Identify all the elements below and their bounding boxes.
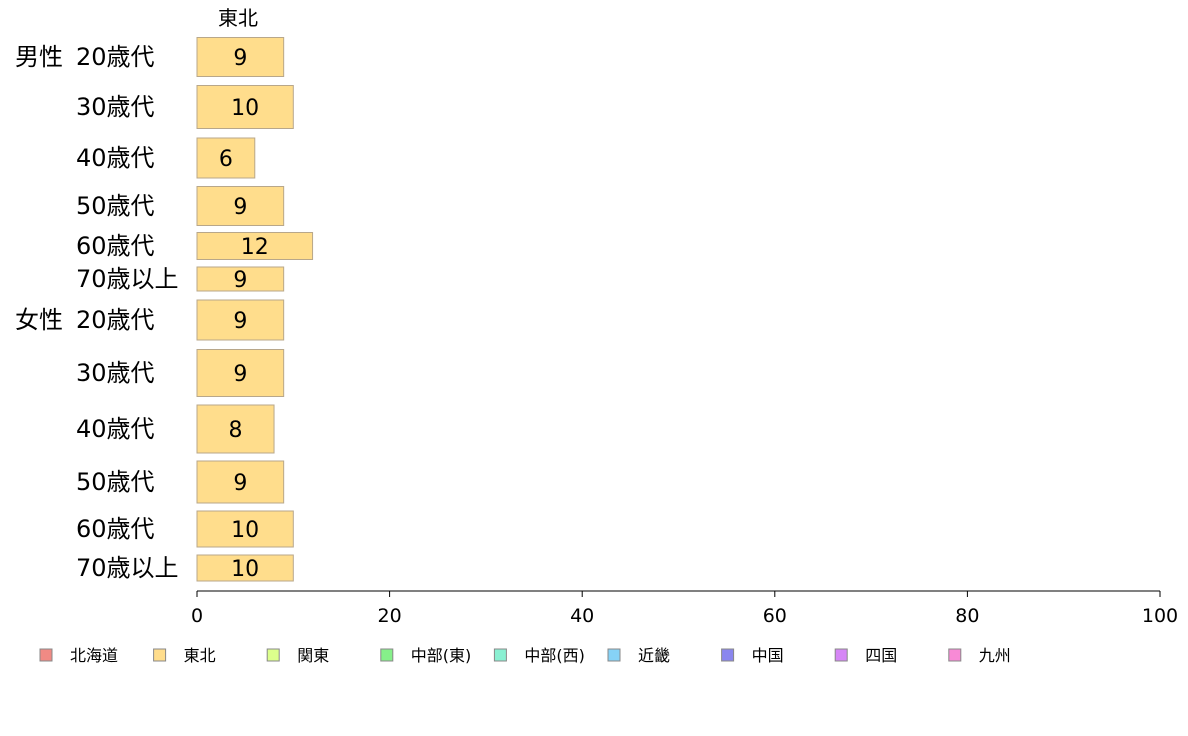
bar-value-label: 9 xyxy=(233,46,247,71)
bar xyxy=(196,37,285,77)
bar xyxy=(196,404,275,454)
bar-value-label: 9 xyxy=(233,268,247,293)
bar xyxy=(196,510,294,548)
bar-value-label: 9 xyxy=(233,362,247,387)
row-label: 50歳代 xyxy=(76,192,155,220)
column-header: 東北 xyxy=(218,6,258,30)
bar-value-label: 10 xyxy=(231,557,259,582)
legend-swatch xyxy=(834,648,848,662)
bar xyxy=(196,266,285,292)
legend-swatch xyxy=(948,648,962,662)
bar xyxy=(196,460,285,504)
row-label: 40歳代 xyxy=(76,144,155,172)
bar-value-label: 9 xyxy=(233,309,247,334)
bar xyxy=(196,299,285,341)
legend-swatch xyxy=(607,648,621,662)
bar-value-label: 12 xyxy=(241,235,269,260)
bar-value-label: 10 xyxy=(231,518,259,543)
group-label: 男性 xyxy=(15,43,63,71)
row-label: 20歳代 xyxy=(76,43,155,71)
bar-rows: 920歳代男性1030歳代640歳代950歳代1260歳代970歳以上920歳代… xyxy=(15,37,314,582)
row-label: 30歳代 xyxy=(76,359,155,387)
x-tick-label: 80 xyxy=(955,605,979,627)
legend-label: 四国 xyxy=(865,646,897,665)
group-label: 女性 xyxy=(15,306,63,334)
bar xyxy=(196,349,285,397)
x-tick-label: 20 xyxy=(378,605,402,627)
bar xyxy=(196,232,314,260)
x-tick-label: 0 xyxy=(191,605,203,627)
bar xyxy=(196,137,256,179)
legend-swatch xyxy=(493,648,507,662)
bar-value-label: 8 xyxy=(229,418,243,443)
legend-label: 中国 xyxy=(752,646,784,665)
row-label: 20歳代 xyxy=(76,306,155,334)
legend-label: 中部(西) xyxy=(524,646,585,665)
legend-swatch xyxy=(39,648,53,662)
legend-label: 中部(東) xyxy=(411,646,472,665)
bar xyxy=(196,186,285,226)
legend-label: 九州 xyxy=(979,646,1011,665)
x-tick-label: 40 xyxy=(570,605,594,627)
x-tick-label: 60 xyxy=(763,605,787,627)
legend-swatch xyxy=(266,648,280,662)
row-label: 40歳代 xyxy=(76,415,155,443)
legend-swatch xyxy=(153,648,167,662)
bar xyxy=(196,554,294,582)
legend: 北海道 東北 関東 中部(東) 中部(西) 近畿 中国 四国 九州 xyxy=(39,646,1011,665)
bar-value-label: 10 xyxy=(231,96,259,121)
bar xyxy=(196,85,294,129)
x-tick-label: 100 xyxy=(1142,605,1178,627)
legend-label: 東北 xyxy=(184,646,216,665)
row-label: 60歳代 xyxy=(76,232,155,260)
legend-label: 近畿 xyxy=(638,646,670,665)
row-label: 30歳代 xyxy=(76,93,155,121)
legend-label: 関東 xyxy=(297,646,329,665)
bar-value-label: 6 xyxy=(219,147,233,172)
legend-label: 北海道 xyxy=(70,646,118,665)
x-axis: 0 20 40 60 80 100 xyxy=(191,590,1178,627)
bar-value-label: 9 xyxy=(233,195,247,220)
row-label: 70歳以上 xyxy=(76,554,179,582)
row-label: 60歳代 xyxy=(76,515,155,543)
row-label: 50歳代 xyxy=(76,468,155,496)
row-label: 70歳以上 xyxy=(76,265,179,293)
legend-swatch xyxy=(721,648,735,662)
bar-value-label: 9 xyxy=(233,471,247,496)
legend-swatch xyxy=(380,648,394,662)
